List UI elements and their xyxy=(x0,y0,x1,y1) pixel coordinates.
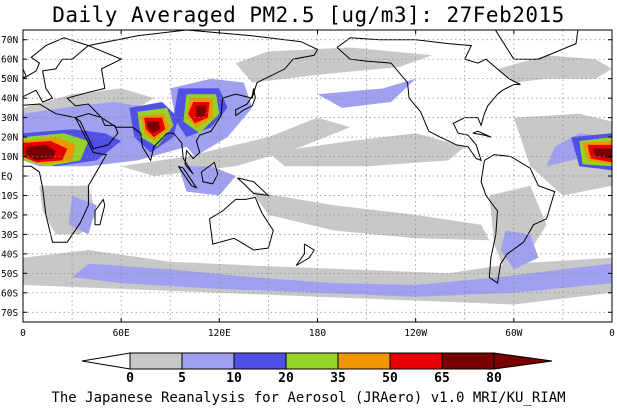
coastline-asia xyxy=(66,30,319,175)
coastline-south-america xyxy=(480,154,556,284)
coastline-africa xyxy=(23,103,108,243)
pm25-region-gray-band-north-pacific xyxy=(235,47,432,83)
colorbar-swatch xyxy=(285,352,339,370)
pm25-region-gray-band-north-atlantic xyxy=(497,55,612,83)
coastline-greenland xyxy=(494,30,579,60)
lat-label: 20S xyxy=(1,210,18,221)
lat-label: 10N xyxy=(1,152,18,163)
pm25-region-gray-asia-extended xyxy=(121,117,351,176)
pm25-region-blue-south-america-sub xyxy=(500,230,539,270)
coastline-europe xyxy=(23,37,90,103)
lat-label: EQ xyxy=(1,172,13,183)
lat-label: 70S xyxy=(1,308,18,319)
lon-label: 60E xyxy=(113,328,130,339)
pm25-region-dred-india xyxy=(147,121,161,134)
colorbar-label: 35 xyxy=(330,371,346,386)
colorbar-label: 0 xyxy=(126,371,134,386)
colorbar-swatch xyxy=(337,352,391,370)
colorbar-swatch xyxy=(129,352,183,370)
coastline-great-britain xyxy=(23,68,28,78)
lat-label: 50N xyxy=(1,74,18,85)
lat-label: 60N xyxy=(1,55,18,66)
coastline-madagascar xyxy=(94,198,106,226)
coastline-borneo xyxy=(200,161,219,185)
lon-label: 120W xyxy=(404,328,427,339)
pm25-region-gray-subtropic-pacific xyxy=(252,191,490,241)
lon-label: 0 xyxy=(609,328,615,339)
lat-label: 40S xyxy=(1,249,18,260)
coastline-japan xyxy=(235,88,256,117)
coastline-australia xyxy=(209,196,274,251)
coastline-new-guinea xyxy=(236,177,270,197)
credit-line: The Japanese Reanalysis for Aerosol (JRA… xyxy=(51,390,566,406)
pm25-region-dred-africa xyxy=(26,144,56,161)
colorbar-swatch xyxy=(181,352,235,370)
lat-label: 30N xyxy=(1,113,18,124)
lat-label: 70N xyxy=(1,35,18,46)
colorbar-label: 10 xyxy=(226,371,242,386)
coastline-cuba xyxy=(472,130,492,138)
colorbar-swatch xyxy=(441,352,495,370)
lat-label: 10S xyxy=(1,191,18,202)
coastline-sumatra xyxy=(177,165,198,189)
colorbar-label: 50 xyxy=(382,371,398,386)
lat-label: 30S xyxy=(1,230,18,241)
pm25-region-dred-atlantic-africa xyxy=(592,148,612,159)
pm25-region-gray-trop-pacific-north xyxy=(268,133,465,167)
colorbar-arrow-high xyxy=(493,352,553,370)
coastline-north-america xyxy=(336,37,521,162)
lat-label: 50S xyxy=(1,269,18,280)
lat-label: 60S xyxy=(1,288,18,299)
coastline-new-zealand xyxy=(295,243,315,266)
lat-label: 40N xyxy=(1,94,18,105)
lon-label: 180 xyxy=(309,328,326,339)
colorbar-label: 5 xyxy=(178,371,186,386)
lat-label: 20N xyxy=(1,133,18,144)
colorbar-label: 65 xyxy=(434,371,450,386)
lon-label: 120E xyxy=(208,328,231,339)
lon-label: 0 xyxy=(20,328,26,339)
coastline-arabia xyxy=(75,113,119,150)
colorbar-arrow-low xyxy=(81,352,131,370)
colorbar-label: 80 xyxy=(486,371,502,386)
pm25-region-blue-southern-band xyxy=(72,263,612,297)
colorbar-swatch xyxy=(233,352,287,370)
colorbar-swatch xyxy=(389,352,443,370)
pm25-region-dred-china xyxy=(196,105,207,118)
lon-label: 60W xyxy=(505,328,522,339)
colorbar-label: 20 xyxy=(278,371,294,386)
map-title: Daily Averaged PM2.5 [ug/m3]: 27Feb2015 xyxy=(52,3,565,27)
